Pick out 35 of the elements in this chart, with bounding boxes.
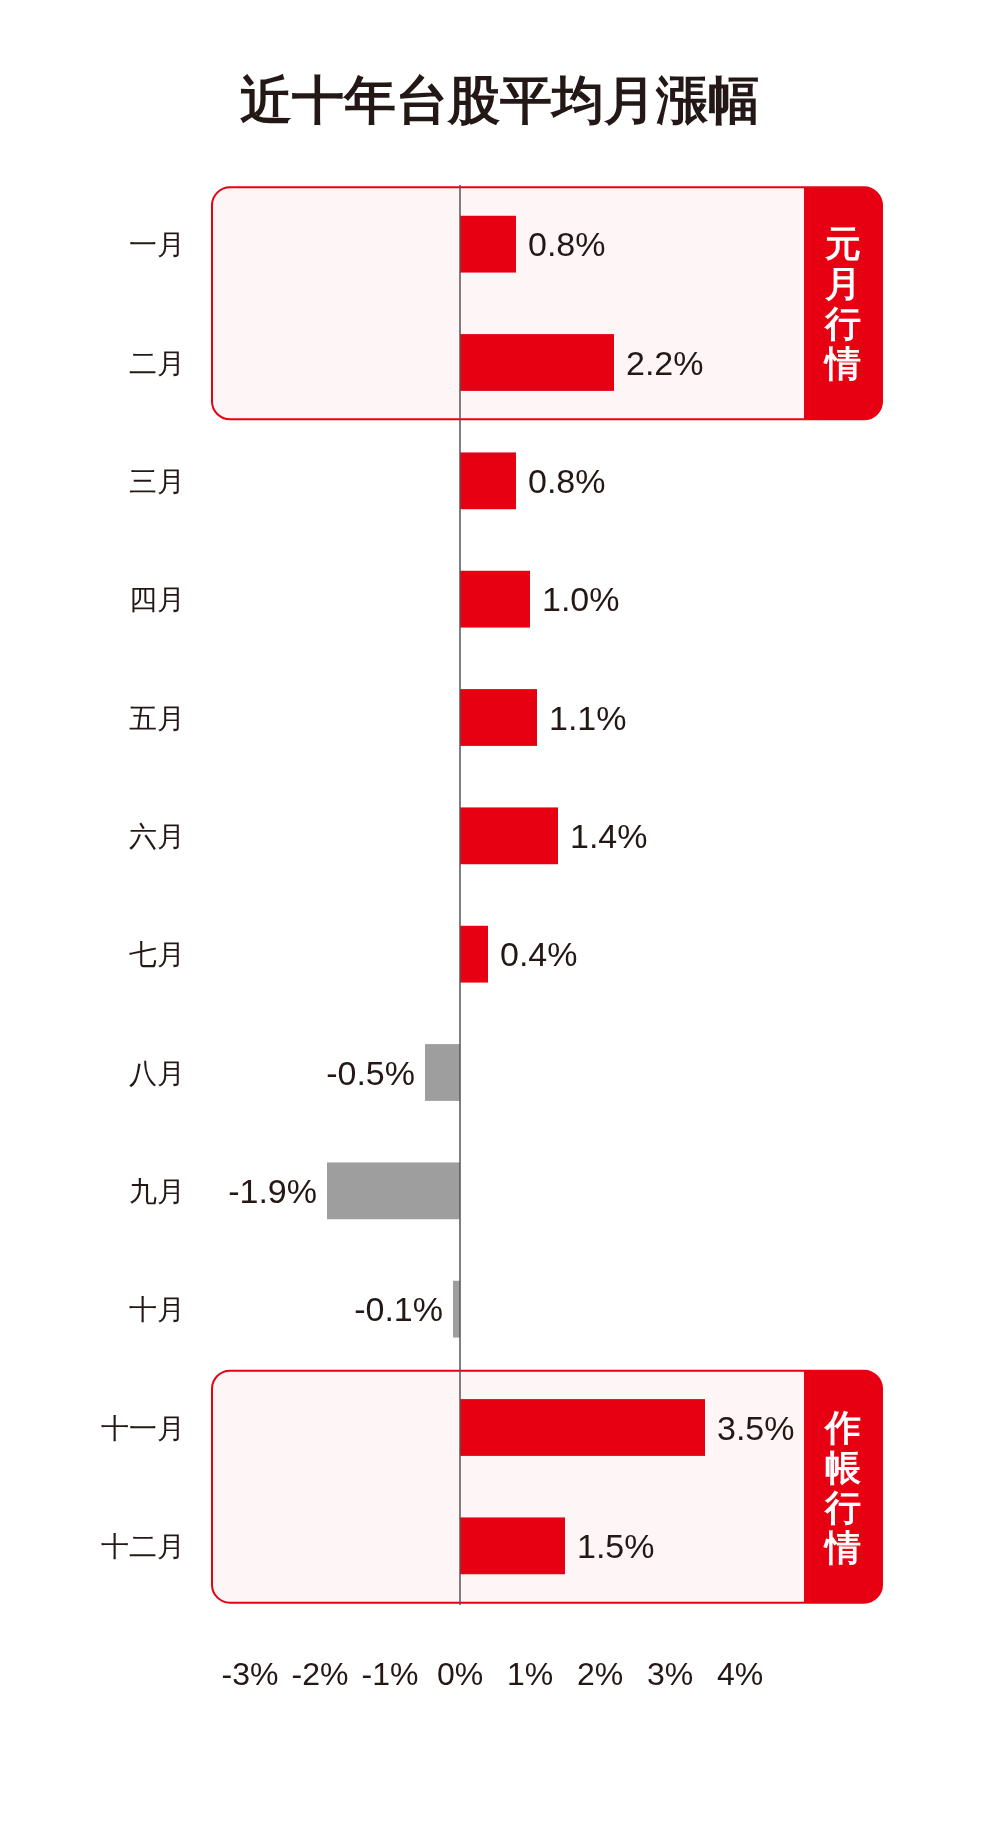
data-label: 0.4% bbox=[500, 935, 578, 974]
x-tick-label: 4% bbox=[716, 1656, 764, 1692]
x-tick-label: -2% bbox=[291, 1656, 349, 1692]
y-tick-label: 八月 bbox=[129, 1057, 185, 1089]
x-tick-label: 2% bbox=[576, 1656, 624, 1692]
y-tick-label: 五月 bbox=[129, 702, 185, 734]
x-tick-label: 1% bbox=[506, 1656, 554, 1692]
data-label: 3.5% bbox=[717, 1408, 795, 1447]
y-tick-label: 九月 bbox=[129, 1175, 185, 1207]
y-tick-label: 七月 bbox=[129, 939, 185, 971]
x-tick-label: 0% bbox=[436, 1656, 484, 1692]
data-label: 0.8% bbox=[528, 225, 606, 264]
y-tick-label: 十月 bbox=[129, 1294, 185, 1326]
y-tick-label: 三月 bbox=[129, 465, 185, 497]
y-tick-label: 六月 bbox=[129, 820, 185, 852]
x-tick-label: -1% bbox=[361, 1656, 419, 1692]
band-label: 元月行情 bbox=[823, 223, 861, 385]
data-label: -0.5% bbox=[326, 1053, 415, 1092]
y-tick-label: 十一月 bbox=[101, 1412, 185, 1444]
chart-title: 近十年台股平均月漲幅 bbox=[240, 71, 760, 129]
data-label: 1.4% bbox=[570, 816, 648, 855]
data-label: -0.1% bbox=[354, 1290, 443, 1329]
y-tick-label: 二月 bbox=[129, 347, 185, 379]
data-label: 2.2% bbox=[626, 343, 704, 382]
y-tick-label: 四月 bbox=[129, 584, 185, 616]
band-label: 作帳行情 bbox=[823, 1406, 861, 1568]
x-tick-label: 3% bbox=[646, 1656, 694, 1692]
data-label: 1.5% bbox=[577, 1526, 655, 1565]
data-label: 1.1% bbox=[549, 698, 627, 737]
data-label: 1.0% bbox=[542, 580, 620, 619]
data-label: -1.9% bbox=[228, 1171, 317, 1210]
data-label: 0.8% bbox=[528, 461, 606, 500]
y-tick-label: 十二月 bbox=[101, 1530, 185, 1562]
x-tick-label: -3% bbox=[221, 1656, 279, 1692]
y-tick-label: 一月 bbox=[129, 229, 185, 261]
